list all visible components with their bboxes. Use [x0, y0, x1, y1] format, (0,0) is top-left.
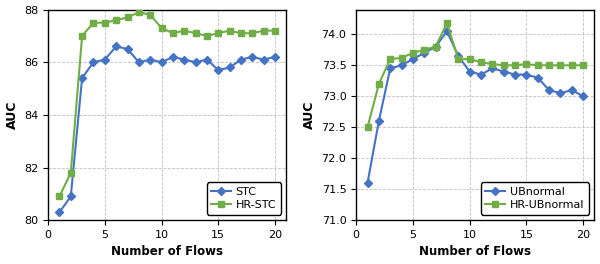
- HR-UBnormal: [364, 126, 371, 129]
- STC: [238, 58, 245, 61]
- HR-STC: [79, 34, 86, 37]
- HR-STC: [158, 26, 165, 30]
- HR-UBnormal: [398, 56, 405, 59]
- UBnormal: [511, 73, 518, 76]
- HR-UBnormal: [409, 51, 416, 54]
- STC: [158, 61, 165, 64]
- HR-STC: [271, 29, 278, 32]
- STC: [226, 66, 233, 69]
- HR-UBnormal: [545, 64, 553, 67]
- X-axis label: Number of Flows: Number of Flows: [111, 246, 223, 258]
- HR-STC: [124, 16, 131, 19]
- HR-STC: [238, 32, 245, 35]
- Legend: UBnormal, HR-UBnormal: UBnormal, HR-UBnormal: [481, 182, 589, 215]
- UBnormal: [534, 76, 541, 79]
- HR-UBnormal: [421, 48, 428, 51]
- HR-UBnormal: [386, 58, 394, 61]
- HR-UBnormal: [455, 58, 462, 61]
- STC: [146, 58, 154, 61]
- STC: [215, 69, 222, 72]
- Line: UBnormal: UBnormal: [365, 29, 586, 186]
- UBnormal: [568, 88, 575, 92]
- UBnormal: [523, 73, 530, 76]
- HR-UBnormal: [489, 63, 496, 66]
- UBnormal: [398, 64, 405, 67]
- STC: [260, 58, 267, 61]
- HR-STC: [192, 32, 199, 35]
- UBnormal: [421, 51, 428, 54]
- HR-UBnormal: [511, 64, 518, 67]
- HR-UBnormal: [466, 58, 473, 61]
- UBnormal: [455, 54, 462, 58]
- UBnormal: [364, 181, 371, 185]
- STC: [203, 58, 211, 61]
- UBnormal: [386, 67, 394, 70]
- HR-STC: [67, 171, 74, 174]
- UBnormal: [489, 67, 496, 70]
- HR-STC: [135, 11, 142, 14]
- UBnormal: [466, 70, 473, 73]
- HR-UBnormal: [432, 45, 439, 48]
- Y-axis label: AUC: AUC: [5, 101, 19, 129]
- HR-STC: [101, 21, 109, 24]
- HR-UBnormal: [557, 64, 564, 67]
- STC: [135, 61, 142, 64]
- Line: HR-UBnormal: HR-UBnormal: [364, 20, 586, 130]
- UBnormal: [478, 73, 485, 76]
- HR-STC: [169, 32, 176, 35]
- STC: [169, 55, 176, 59]
- STC: [113, 45, 120, 48]
- STC: [79, 76, 86, 79]
- STC: [101, 58, 109, 61]
- UBnormal: [500, 70, 507, 73]
- STC: [67, 195, 74, 198]
- HR-UBnormal: [568, 64, 575, 67]
- HR-UBnormal: [580, 64, 587, 67]
- UBnormal: [443, 30, 451, 33]
- STC: [271, 55, 278, 59]
- STC: [56, 211, 63, 214]
- STC: [90, 61, 97, 64]
- STC: [249, 55, 256, 59]
- UBnormal: [432, 45, 439, 48]
- HR-STC: [260, 29, 267, 32]
- UBnormal: [409, 58, 416, 61]
- HR-STC: [146, 13, 154, 16]
- UBnormal: [580, 95, 587, 98]
- HR-STC: [215, 32, 222, 35]
- HR-UBnormal: [523, 63, 530, 66]
- HR-UBnormal: [478, 61, 485, 64]
- HR-STC: [113, 18, 120, 22]
- Line: STC: STC: [56, 44, 278, 215]
- HR-UBnormal: [375, 82, 382, 86]
- HR-STC: [226, 29, 233, 32]
- HR-STC: [181, 29, 188, 32]
- Line: HR-STC: HR-STC: [56, 9, 278, 200]
- HR-UBnormal: [500, 64, 507, 67]
- UBnormal: [557, 92, 564, 95]
- HR-STC: [249, 32, 256, 35]
- HR-STC: [203, 34, 211, 37]
- HR-STC: [56, 195, 63, 198]
- HR-UBnormal: [534, 64, 541, 67]
- UBnormal: [375, 120, 382, 123]
- STC: [181, 58, 188, 61]
- Y-axis label: AUC: AUC: [303, 101, 316, 129]
- STC: [192, 61, 199, 64]
- HR-STC: [90, 21, 97, 24]
- HR-UBnormal: [443, 22, 451, 25]
- UBnormal: [545, 88, 553, 92]
- Legend: STC, HR-STC: STC, HR-STC: [207, 182, 281, 215]
- STC: [124, 48, 131, 51]
- X-axis label: Number of Flows: Number of Flows: [419, 246, 532, 258]
